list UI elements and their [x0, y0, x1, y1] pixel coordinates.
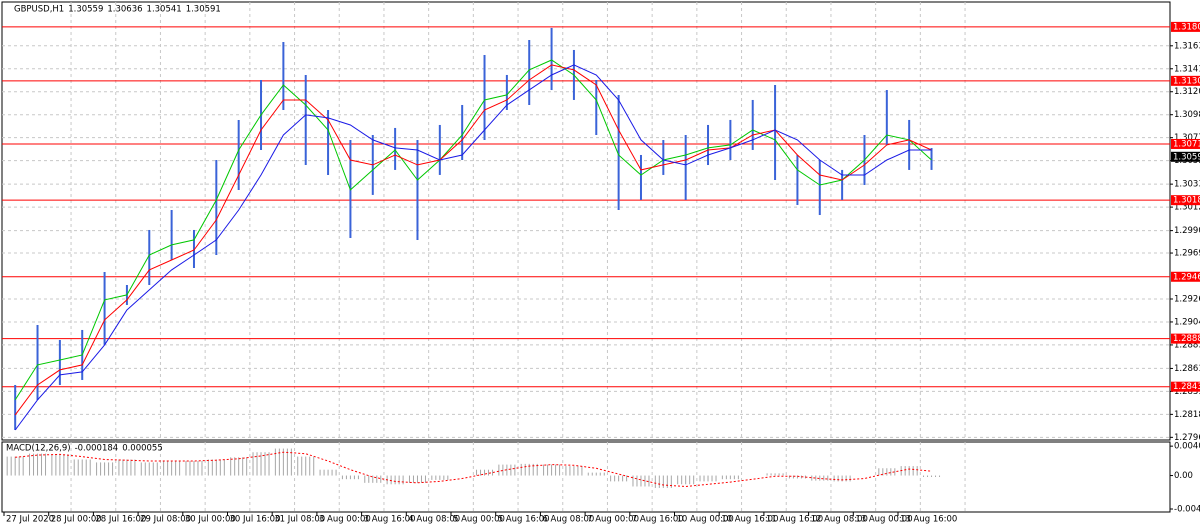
header-text: MACD(12,26,9)	[6, 444, 71, 454]
x-tick-label: 27 Jul 2020	[6, 515, 54, 525]
level-label: 1.31807	[1173, 22, 1200, 32]
level-box	[1171, 271, 1200, 282]
y-tick-label: 1.31630	[1174, 41, 1200, 51]
y-tick-label: 1.27965	[1174, 433, 1200, 443]
y-tick-label: 1.30770	[1174, 133, 1200, 143]
moving-average	[14, 59, 932, 401]
labels: 1.27965 1.28180 1.28395 1.28610 1.28830 1.290…	[6, 5, 1200, 525]
level-box	[1171, 21, 1200, 32]
y-tick-label: 1.28180	[1174, 410, 1200, 420]
header-text: 1.30591	[186, 5, 221, 15]
level-label: 1.30711	[1173, 139, 1200, 149]
y-tick-label: -0.00459	[1174, 505, 1200, 515]
price-pane	[1, 1, 1171, 441]
y-tick-label: 1.30120	[1174, 203, 1200, 213]
header-text: 0.000055	[122, 444, 163, 454]
y-tick-label: 1.29900	[1174, 226, 1200, 236]
x-tick-label: 30 Jul 00:00	[185, 515, 236, 525]
grid	[2, 2, 1173, 516]
y-tick-label: 1.29045	[1174, 317, 1200, 327]
moving-average	[14, 64, 932, 416]
x-tick-label: 13 Aug 16:00	[900, 515, 957, 525]
level-box	[1171, 75, 1200, 86]
level-label: 1.28439	[1173, 382, 1200, 392]
header-text: 1.30636	[107, 5, 142, 15]
y-tick-label: 1.31200	[1174, 87, 1200, 97]
x-tick-label: 7 Aug 16:00	[632, 515, 684, 525]
level-box	[1171, 195, 1200, 206]
header-text: 1.30559	[68, 5, 103, 15]
macd-signal	[15, 451, 932, 488]
x-tick-label: 3 Aug 00:00	[319, 515, 371, 525]
level-box	[1171, 138, 1200, 149]
x-tick-label: 28 Jul 00:00	[51, 515, 102, 525]
x-tick-label: 6 Aug 08:00	[542, 515, 594, 525]
x-tick-label: 12 Aug 08:00	[811, 515, 868, 525]
macd-pane	[1, 441, 1171, 513]
x-tick-label: 10 Aug 00:00	[677, 515, 734, 525]
current-price-box	[1171, 151, 1200, 162]
x-tick-label: 11 Aug 16:00	[766, 515, 823, 525]
x-tick-label: 5 Aug 00:00	[453, 515, 505, 525]
header-text: -0.000184	[75, 444, 119, 454]
level-label: 1.31302	[1173, 76, 1200, 86]
x-tick-label: 7 Aug 00:00	[587, 515, 639, 525]
x-tick-label: 4 Aug 08:00	[408, 515, 460, 525]
marks	[2, 26, 1170, 488]
level-box	[1171, 381, 1200, 392]
y-tick-label: 1.29690	[1174, 249, 1200, 259]
y-tick-label: 1.28395	[1174, 387, 1200, 397]
x-tick-label: 29 Jul 08:00	[140, 515, 191, 525]
y-tick-label: 1.29260	[1174, 294, 1200, 304]
x-tick-label: 10 Aug 16:00	[721, 515, 778, 525]
header-text: GBPUSD,H1	[14, 5, 64, 15]
x-tick-label: 5 Aug 16:00	[498, 515, 550, 525]
current-price-label: 1.30591	[1173, 152, 1200, 162]
y-tick-label: 1.30985	[1174, 110, 1200, 120]
x-tick-label: 28 Jul 16:00	[95, 515, 146, 525]
level-label: 1.30185	[1173, 196, 1200, 206]
level-label: 1.29468	[1173, 272, 1200, 282]
moving-average	[14, 64, 932, 431]
x-tick-label: 13 Aug 00:00	[855, 515, 912, 525]
level-box	[1171, 333, 1200, 344]
x-tick-label: 30 Jul 16:00	[230, 515, 281, 525]
level-label: 1.28889	[1173, 334, 1200, 344]
x-tick-label: 3 Aug 16:00	[364, 515, 416, 525]
y-tick-label: 1.28830	[1174, 340, 1200, 350]
y-tick-label: 0.00403	[1174, 442, 1200, 452]
y-tick-label: 1.31415	[1174, 64, 1200, 74]
x-tick-label: 31 Jul 08:00	[274, 515, 325, 525]
y-tick-label: 1.28610	[1174, 364, 1200, 374]
y-tick-label: 1.30335	[1174, 180, 1200, 190]
y-tick-label: 0.00	[1174, 471, 1193, 481]
header-text: 1.30541	[147, 5, 182, 15]
